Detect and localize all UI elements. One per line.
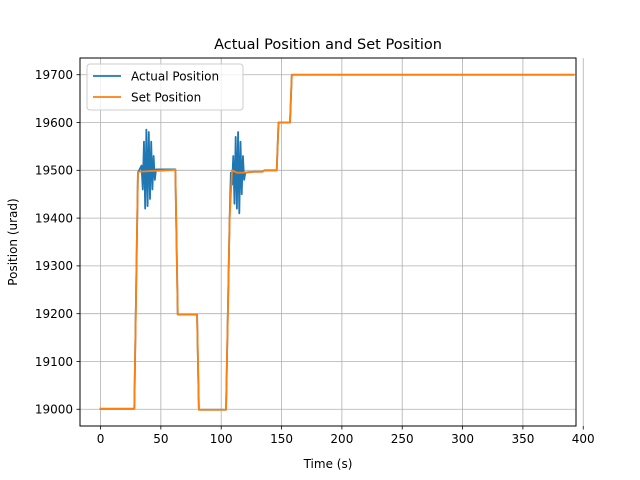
y-tick-label: 19200 [35,307,73,321]
x-tick-label: 200 [330,432,353,446]
legend-label-actual-position: Actual Position [131,70,219,84]
series-line-set-position [99,73,575,411]
chart-title: Actual Position and Set Position [214,37,442,53]
y-tick-label: 19500 [35,164,73,178]
y-tick-label: 19000 [35,403,73,417]
x-axis-label: Time (s) [303,457,353,471]
x-tick-label: 50 [153,432,168,446]
legend-label-set-position: Set Position [131,91,201,105]
y-tick-label: 19600 [35,116,73,130]
y-tick-label: 19300 [35,259,73,273]
y-axis-label: Position (urad) [6,198,20,285]
y-tick-label: 19400 [35,211,73,225]
x-tick-label: 400 [572,432,595,446]
legend-box [86,63,244,111]
grid-lines [80,58,584,426]
legend: Actual Position Set Position [86,63,244,111]
plot-frame [79,57,577,427]
x-tick-label: 250 [391,432,414,446]
y-tick-label: 19100 [35,355,73,369]
x-tick-label: 100 [210,432,233,446]
series-lines [99,73,575,411]
y-axis-ticks: 19000 19100 19200 19300 19400 19500 19600 19700 [35,68,80,417]
x-tick-label: 350 [511,432,534,446]
y-tick-label: 19700 [35,68,73,82]
x-tick-label: 150 [270,432,293,446]
x-axis-ticks: 0 50 100 150 200 250 300 350 400 [97,426,595,446]
x-tick-label: 300 [451,432,474,446]
x-tick-label: 0 [97,432,105,446]
